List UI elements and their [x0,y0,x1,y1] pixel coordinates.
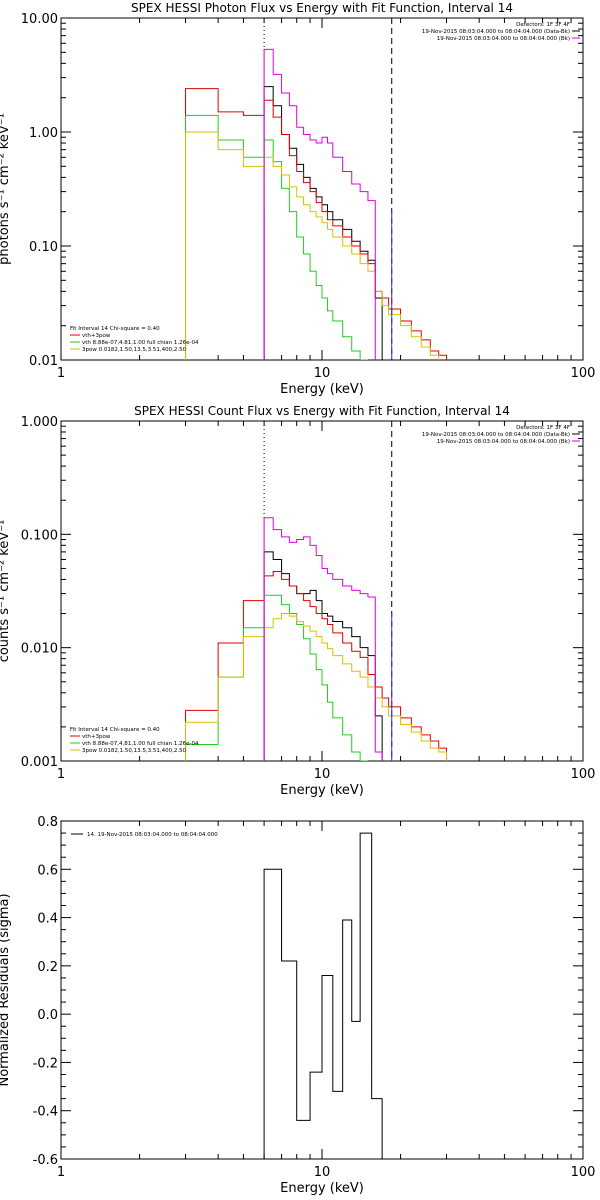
x-tick-label: 1 [57,767,65,782]
y-tick-label: 1.000 [21,415,58,430]
legend-entry: 3pow 0.0182,1.50,13.5,3.51,400,2.50 [82,347,187,353]
chart-panel-3: 1 10 100 -0.6 -0.4 -0.2 0.0 0.2 0.4 0.6 0.8 Energy … [0,815,595,1196]
y-tick-label: 0.6 [37,863,58,878]
chart-panel-1: 1 10 100 0.01 0.10 1.00 10.00 SPEX HESSI Photon… [0,1,595,397]
x-tick-label: 100 [571,366,596,381]
header-text: 19-Nov-2015 08:03:04.000 to 08:04:04.000… [422,29,570,35]
y-tick-label: 0.0 [37,1008,58,1023]
y-axis-label: photons s⁻¹ cm⁻² keV⁻¹ [0,113,12,265]
y-tick-label: 0.010 [21,642,58,657]
legend-entry: 3pow 0.0182,1.50,13.5,3.51,400,2.50 [82,748,187,754]
plot-area [263,832,392,1159]
x-tick-label: 100 [571,1165,596,1180]
x-tick-label: 1 [57,366,65,381]
legend-entry: Fit Interval 14 Chi-square = 0.40 [70,326,160,332]
y-tick-label: 0.001 [21,755,58,770]
series-green [185,114,368,360]
chart-title: SPEX HESSI Photon Flux vs Energy with Fi… [131,1,513,15]
legend-entry: 14. 19-Nov-2015 08:03:04.000 to 08:04:04… [87,832,218,838]
series-yellow [185,131,448,360]
y-tick-label: -0.4 [33,1105,58,1120]
y-tick-label: 0.2 [37,960,58,975]
header-text: Detectors: 1F 3F 4F [516,22,570,28]
series-yellow [185,613,448,761]
legend-entry: vth 8.88e-07,4.81,1.00 full chian 1.26e-… [82,340,199,346]
y-tick-label: 0.4 [37,912,58,927]
y-tick-label: 10.00 [21,12,58,27]
x-tick-label: 100 [571,767,596,782]
series-magenta [263,517,383,761]
plot-frame [60,17,584,361]
y-tick-label: 1.00 [29,126,58,141]
x-tick-label: 1 [57,1165,65,1180]
series-black [263,832,392,1159]
x-axis-label: Energy (keV) [280,1181,364,1196]
x-tick-label: 10 [314,767,331,782]
y-tick-label: 0.100 [21,528,58,543]
y-tick-label: -0.2 [33,1056,58,1071]
x-axis-label: Energy (keV) [280,783,364,798]
y-axis-label: counts s⁻¹ cm⁻² keV⁻¹ [0,520,12,663]
series-magenta [263,48,383,360]
plot-area [185,421,448,761]
x-tick-label: 10 [314,1165,331,1180]
legend-entry: vth+3pow [82,333,111,339]
x-tick-label: 10 [314,366,331,381]
header-text: 19-Nov-2015 08:03:04.000 to 08:04:04.000… [437,36,570,42]
header-text: 19-Nov-2015 08:03:04.000 to 08:04:04.000… [422,432,570,438]
y-tick-label: 0.01 [29,354,58,369]
plot-frame [60,420,584,762]
y-tick-label: 0.10 [29,240,58,255]
series-green [185,594,368,761]
plot-area [185,18,448,360]
series-red [185,88,448,360]
y-axis-label: Normalized Residuals (sigma) [0,893,12,1086]
legend-entry: vth+3pow [82,734,111,740]
x-axis-label: Energy (keV) [280,382,364,397]
y-tick-label: 0.8 [37,815,58,830]
series-black [263,551,383,761]
y-tick-label: -0.6 [33,1153,58,1168]
header-text: Detectors: 1F 3F 4F [516,425,570,431]
legend-entry: vth 8.88e-07,4.81,1.00 full chian 1.26e-… [82,741,199,747]
chart-title: SPEX HESSI Count Flux vs Energy with Fit… [134,404,510,418]
header-text: 19-Nov-2015 08:03:04.000 to 08:04:04.000… [437,439,570,445]
chart-panel-2: 1 10 100 0.001 0.010 0.100 1.000 SPEX HESSI Cou… [0,404,595,798]
legend-entry: Fit Interval 14 Chi-square = 0.40 [70,727,160,733]
